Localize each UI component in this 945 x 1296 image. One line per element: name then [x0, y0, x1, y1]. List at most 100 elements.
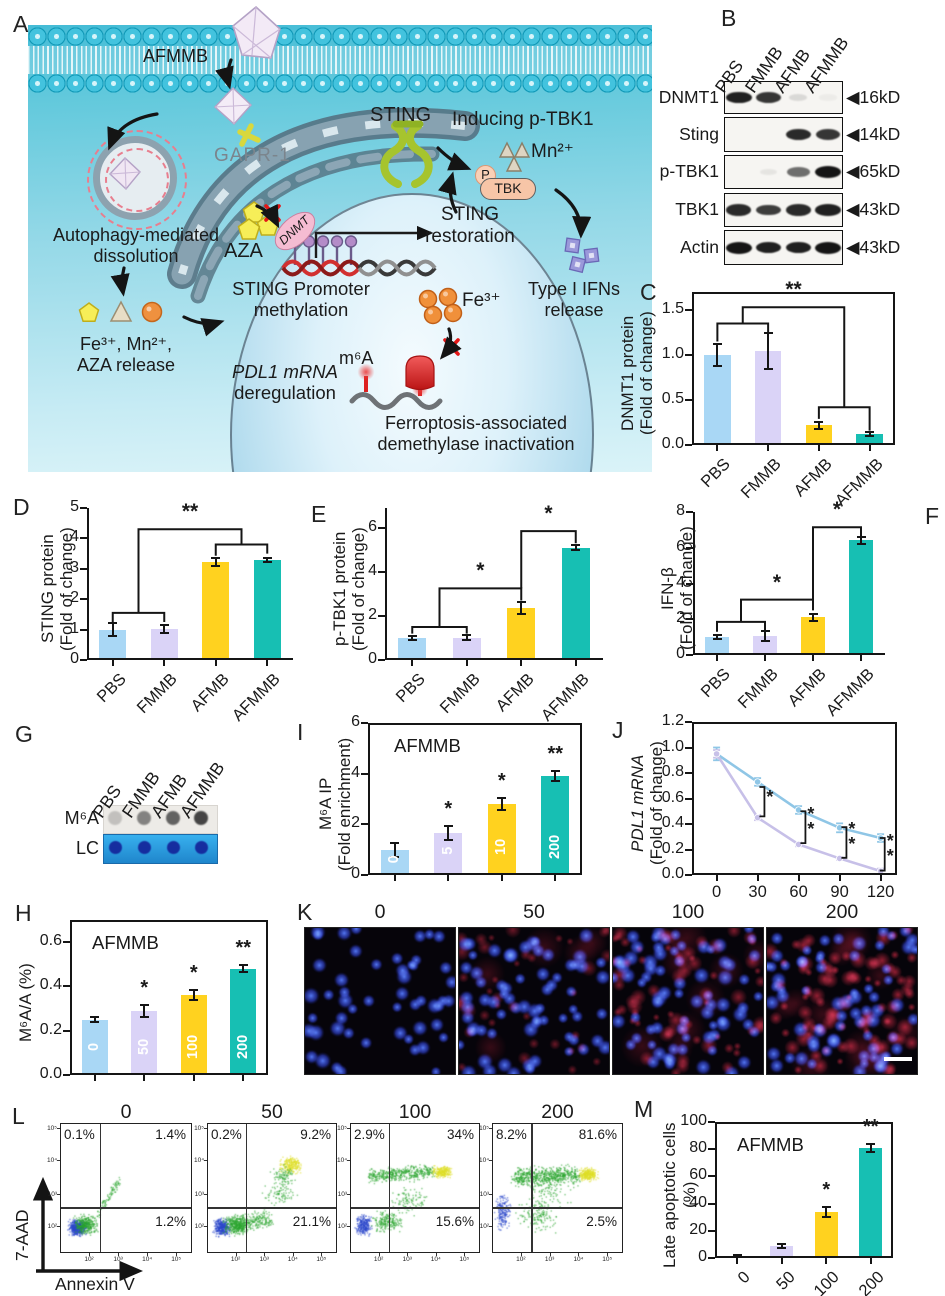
error-cap — [821, 1215, 831, 1218]
micrograph-image-50 — [458, 927, 610, 1075]
y-tick-label: 0.5 — [661, 390, 684, 407]
flow-x-tick — [607, 1253, 609, 1256]
label-sting-promoter-1: STING Promoter — [232, 278, 370, 299]
chart-inner-title: AFMMB — [394, 735, 461, 756]
bar — [752, 636, 778, 655]
bar — [770, 1245, 794, 1258]
x-tick — [764, 655, 766, 661]
dotblot-lc-dot — [108, 841, 122, 854]
y-tick — [708, 1148, 715, 1151]
panel-letter-E: E — [311, 501, 327, 527]
x-tick — [715, 875, 718, 881]
y-tick-label: 1 — [70, 619, 79, 637]
flow-x-tick-label: 10⁴ — [287, 1256, 298, 1263]
flow-x-tick-label: 10⁵ — [171, 1256, 182, 1263]
flow-y-tick-label: 10⁴ — [478, 1157, 489, 1165]
y-axis-title: M⁶A/A (%) — [16, 963, 35, 1042]
flow-x-tick-label: 10⁴ — [142, 1256, 153, 1263]
error-cap — [159, 631, 169, 634]
error-cap — [763, 368, 773, 371]
x-tick — [192, 1075, 195, 1081]
error-cap — [211, 557, 221, 560]
blot-kd-label: ◀16kD — [846, 86, 901, 107]
flow-plot-frame — [207, 1123, 337, 1253]
error-cap — [866, 1150, 876, 1153]
bar — [81, 1019, 108, 1075]
flow-plot-frame — [492, 1123, 623, 1253]
flow-y-tick — [57, 1127, 60, 1129]
y-tick-label: 0.0 — [661, 865, 684, 882]
error-bar — [736, 1254, 739, 1258]
y-tick — [80, 598, 87, 601]
blot-band — [755, 241, 782, 254]
y-tick-label: 1.5 — [661, 300, 684, 317]
flow-x-tick — [176, 1253, 178, 1256]
y-tick — [361, 772, 368, 775]
significance-star: * — [140, 976, 149, 999]
flow-scatter-200 — [492, 1123, 623, 1253]
label-ferroptosis-1: Ferroptosis-associated — [384, 413, 568, 433]
x-tick — [797, 875, 800, 881]
x-tick — [838, 875, 841, 881]
flow-x-tick — [321, 1253, 323, 1256]
x-tick — [411, 660, 414, 666]
y-tick-label: 0 — [698, 1248, 707, 1265]
panel-letter-H: H — [15, 900, 32, 926]
flow-y-tick-label: 10² — [47, 1223, 57, 1231]
label-gapr1: GAPR-1 — [214, 145, 291, 166]
y-tick-label: 1.0 — [661, 737, 684, 755]
error-cap — [712, 343, 722, 346]
significance-star: ** — [235, 937, 252, 960]
x-tick — [214, 660, 217, 666]
blot-band — [785, 241, 812, 254]
error-bar — [143, 1004, 146, 1017]
significance-star: ** — [547, 743, 564, 766]
autophagosome-inner-dotted-ring — [105, 148, 169, 212]
blot-band — [785, 204, 811, 216]
flow-q2-percent: 1.4% — [155, 1127, 186, 1142]
flow-x-tick-label: 10² — [516, 1256, 526, 1263]
flow-y-tick-label: 10⁴ — [46, 1157, 57, 1165]
error-cap — [571, 549, 581, 552]
error-bar — [465, 634, 468, 641]
flow-y-tick-label: 10³ — [479, 1190, 489, 1198]
blot-band — [815, 166, 842, 178]
blot-band — [725, 241, 752, 254]
flow-scatter-50 — [207, 1123, 337, 1253]
dotblot-lc-dot — [166, 841, 180, 854]
x-tick-label: 0 — [734, 1268, 754, 1288]
label-fe3: Fe³⁺ — [462, 290, 501, 311]
error-cap — [712, 633, 722, 636]
error-cap — [238, 971, 248, 974]
error-cap — [712, 364, 722, 367]
panelL-x-axis-label: Annexin V — [55, 1274, 135, 1294]
y-tick-label: 2 — [70, 589, 79, 607]
error-cap — [462, 633, 472, 636]
y-tick — [686, 546, 693, 549]
flow-scatter-100 — [350, 1123, 480, 1253]
y-tick-label: 0.2 — [661, 839, 684, 857]
y-tick — [708, 1175, 715, 1178]
micrograph-label: 0 — [374, 901, 386, 923]
label-autophagy-2: dissolution — [93, 245, 179, 266]
panel-letter-L: L — [12, 1103, 25, 1129]
bar — [704, 637, 730, 655]
panel-letter-G: G — [15, 721, 33, 747]
label-autophagy: Autophagy-mediated dissolution — [36, 225, 236, 266]
micrograph-label: 200 — [825, 901, 859, 923]
error-cap — [516, 613, 526, 616]
flow-x-tick — [464, 1253, 466, 1256]
error-bar — [500, 798, 503, 810]
error-bar — [780, 1243, 783, 1248]
error-cap — [497, 808, 507, 811]
x-tick — [520, 660, 523, 666]
label-ifns: Type I IFNs release — [518, 279, 630, 320]
y-tick — [708, 1229, 715, 1232]
flow-y-tick — [347, 1193, 350, 1195]
y-tick — [685, 399, 692, 401]
error-cap — [760, 630, 770, 633]
x-tick — [825, 1258, 828, 1264]
x-tick — [111, 660, 114, 666]
sig-bracket-label: * * — [807, 804, 815, 839]
error-cap — [821, 1206, 831, 1208]
